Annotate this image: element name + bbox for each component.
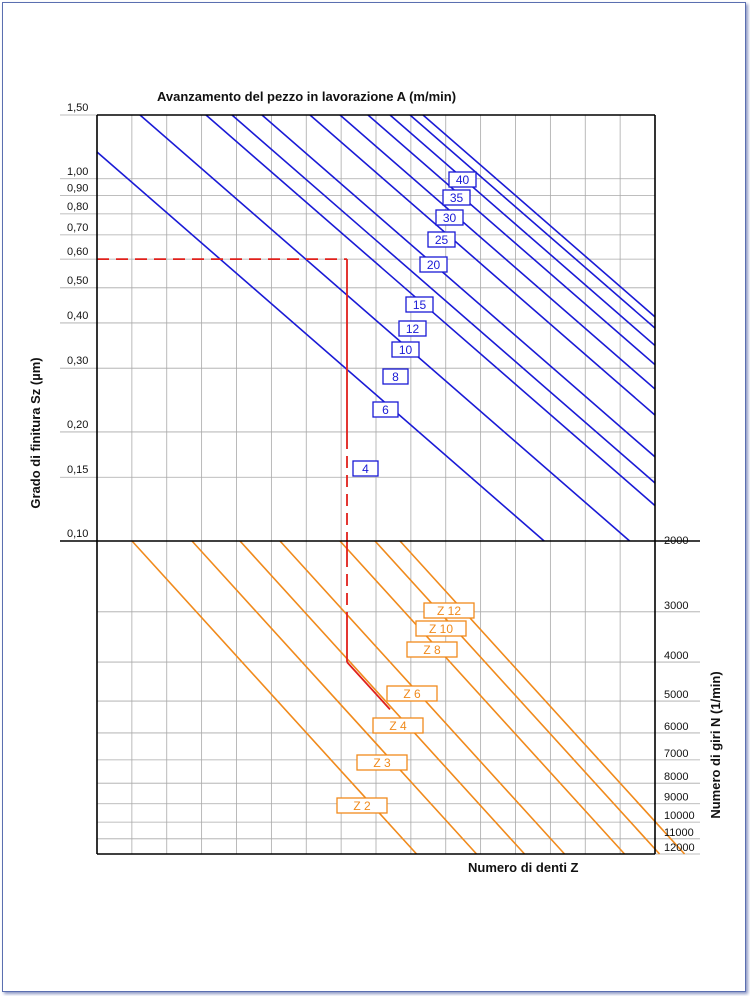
feed-label-box xyxy=(442,189,471,206)
right-tick-label: 11000 xyxy=(664,827,694,839)
feed-label-box xyxy=(372,401,399,418)
right-tick-label: 8000 xyxy=(664,771,688,783)
feed-label-box xyxy=(382,368,409,385)
feed-label: 25 xyxy=(435,233,449,247)
teeth-label-box xyxy=(386,685,438,702)
feed-line xyxy=(96,151,545,542)
right-tick-label: 6000 xyxy=(664,721,688,733)
teeth-label-box xyxy=(356,754,408,771)
right-tick-label: 3000 xyxy=(664,600,688,612)
right-tick-label: 9000 xyxy=(664,792,688,804)
left-tick-label: 0,30 xyxy=(67,355,88,367)
left-tick-label: 1,00 xyxy=(67,166,88,178)
feed-line xyxy=(339,114,656,390)
feed-label: 40 xyxy=(456,173,470,187)
right-tick-label: 5000 xyxy=(664,689,688,701)
teeth-line xyxy=(191,540,478,855)
teeth-label-box xyxy=(372,717,424,734)
feed-line xyxy=(409,114,656,329)
left-tick-label: 0,40 xyxy=(67,310,88,322)
feed-label: 30 xyxy=(443,211,457,225)
teeth-line xyxy=(399,540,686,855)
x-axis-label: Numero di denti Z xyxy=(468,860,579,875)
feed-label-box xyxy=(419,256,448,273)
y-axis-label-left: Grado di finitura Sz (µm) xyxy=(28,357,43,508)
right-tick-label: 7000 xyxy=(664,748,688,760)
right-tick-label: 10000 xyxy=(664,810,695,822)
teeth-line xyxy=(374,540,661,855)
feed-label-box xyxy=(448,171,477,188)
right-tick-label: 2000 xyxy=(664,535,688,547)
teeth-label: Z 8 xyxy=(423,643,441,657)
feed-label-box xyxy=(398,320,427,337)
left-tick-label: 0,90 xyxy=(67,182,88,194)
teeth-line xyxy=(339,540,626,855)
feed-label: 12 xyxy=(406,322,420,336)
example-diagonal xyxy=(346,661,391,710)
feed-label: 15 xyxy=(413,298,427,312)
chart-title: Avanzamento del pezzo in lavorazione A (… xyxy=(157,89,456,104)
left-tick-label: 0,60 xyxy=(67,246,88,258)
teeth-label-box xyxy=(406,641,458,658)
feed-line xyxy=(367,114,656,366)
teeth-label-box xyxy=(336,797,388,814)
left-tick-label: 0,80 xyxy=(67,201,88,213)
left-tick-label: 1,50 xyxy=(67,102,88,114)
teeth-label: Z 2 xyxy=(353,799,371,813)
feed-label-box xyxy=(435,209,464,226)
feed-label-box xyxy=(391,341,420,358)
feed-label-box xyxy=(405,296,434,313)
teeth-label: Z 6 xyxy=(403,687,421,701)
right-tick-label: 12000 xyxy=(664,842,695,854)
teeth-label: Z 4 xyxy=(389,719,407,733)
teeth-line xyxy=(239,540,526,855)
feed-label-box xyxy=(352,460,379,477)
y-axis-label-right: Numero di giri N (1/min) xyxy=(708,671,723,818)
teeth-label-box xyxy=(423,602,475,619)
feed-line xyxy=(139,114,631,542)
teeth-label: Z 3 xyxy=(373,756,391,770)
feed-label: 6 xyxy=(382,403,389,417)
left-tick-label: 0,20 xyxy=(67,419,88,431)
feed-label: 8 xyxy=(392,370,399,384)
feed-label: 10 xyxy=(399,343,413,357)
left-tick-label: 0,50 xyxy=(67,275,88,287)
teeth-label-box xyxy=(415,620,467,637)
teeth-label: Z 12 xyxy=(437,604,461,618)
feed-label: 35 xyxy=(450,191,464,205)
feed-label-box xyxy=(427,231,456,248)
feed-line xyxy=(261,114,656,458)
right-tick-label: 4000 xyxy=(664,650,688,662)
feed-line xyxy=(231,114,656,484)
left-tick-label: 0,10 xyxy=(67,528,88,540)
feed-line xyxy=(422,114,656,318)
feed-line xyxy=(389,114,656,347)
feed-label: 4 xyxy=(362,462,369,476)
teeth-label: Z 10 xyxy=(429,622,453,636)
feed-label: 20 xyxy=(427,258,441,272)
left-tick-label: 0,70 xyxy=(67,222,88,234)
left-tick-label: 0,15 xyxy=(67,464,88,476)
feed-line xyxy=(309,114,656,416)
